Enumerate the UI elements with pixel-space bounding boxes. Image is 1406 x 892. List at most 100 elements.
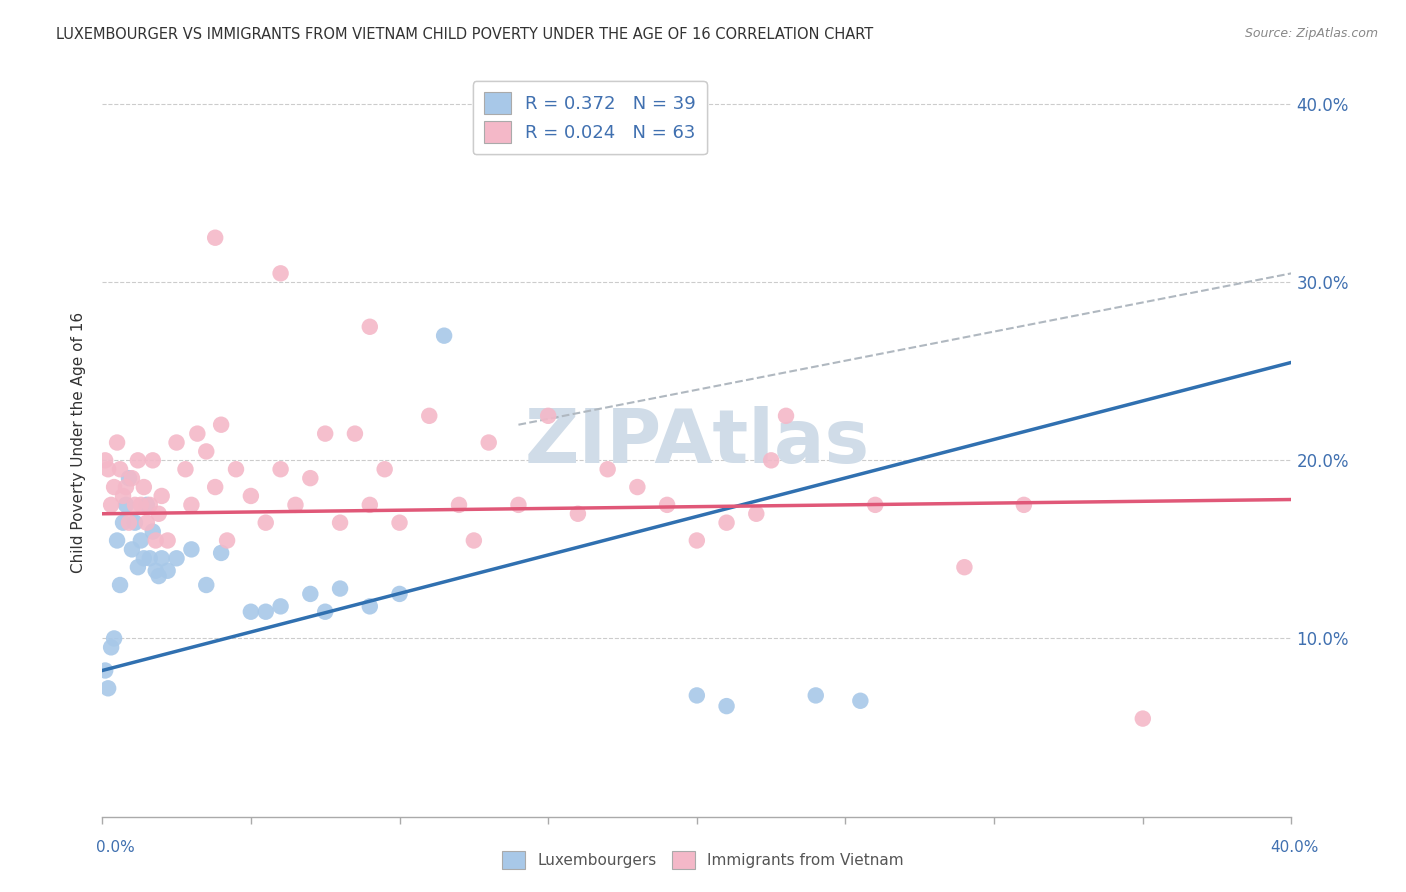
Point — [270, 266, 292, 280]
Text: 0.0%: 0.0% — [96, 840, 135, 855]
Point — [686, 533, 709, 548]
Point — [103, 480, 125, 494]
Point — [478, 435, 501, 450]
Point — [132, 551, 155, 566]
Point — [100, 498, 122, 512]
Point — [97, 462, 120, 476]
Point — [127, 560, 149, 574]
Point — [105, 435, 128, 450]
Point — [716, 699, 738, 714]
Point — [156, 533, 179, 548]
Point — [180, 498, 202, 512]
Point — [129, 498, 152, 512]
Point — [508, 498, 530, 512]
Legend: R = 0.372   N = 39, R = 0.024   N = 63: R = 0.372 N = 39, R = 0.024 N = 63 — [472, 81, 707, 154]
Point — [94, 664, 117, 678]
Point — [804, 689, 827, 703]
Point — [94, 453, 117, 467]
Point — [1012, 498, 1035, 512]
Point — [254, 516, 277, 530]
Point — [127, 453, 149, 467]
Point — [148, 569, 170, 583]
Point — [105, 533, 128, 548]
Point — [314, 426, 336, 441]
Point — [142, 524, 165, 539]
Point — [195, 578, 218, 592]
Point — [97, 681, 120, 696]
Point — [204, 480, 226, 494]
Point — [225, 462, 247, 476]
Point — [418, 409, 440, 423]
Legend: Luxembourgers, Immigrants from Vietnam: Luxembourgers, Immigrants from Vietnam — [496, 845, 910, 875]
Point — [100, 640, 122, 655]
Point — [299, 587, 322, 601]
Point — [433, 328, 456, 343]
Point — [284, 498, 307, 512]
Point — [139, 551, 162, 566]
Point — [108, 578, 131, 592]
Point — [124, 498, 146, 512]
Point — [537, 409, 560, 423]
Point — [132, 480, 155, 494]
Y-axis label: Child Poverty Under the Age of 16: Child Poverty Under the Age of 16 — [72, 312, 86, 573]
Point — [270, 599, 292, 614]
Point — [775, 409, 797, 423]
Point — [447, 498, 470, 512]
Point — [145, 564, 167, 578]
Point — [849, 694, 872, 708]
Point — [103, 632, 125, 646]
Point — [209, 546, 232, 560]
Point — [299, 471, 322, 485]
Point — [118, 516, 141, 530]
Point — [145, 533, 167, 548]
Point — [135, 516, 157, 530]
Point — [209, 417, 232, 432]
Point — [166, 435, 188, 450]
Point — [567, 507, 589, 521]
Point — [148, 507, 170, 521]
Point — [388, 587, 411, 601]
Point — [195, 444, 218, 458]
Text: Source: ZipAtlas.com: Source: ZipAtlas.com — [1244, 27, 1378, 40]
Text: ZIPAtlas: ZIPAtlas — [524, 406, 869, 479]
Point — [374, 462, 396, 476]
Point — [343, 426, 366, 441]
Point — [716, 516, 738, 530]
Point — [314, 605, 336, 619]
Point — [108, 462, 131, 476]
Point — [124, 516, 146, 530]
Point — [150, 489, 173, 503]
Point — [567, 133, 589, 147]
Point — [626, 480, 648, 494]
Point — [129, 533, 152, 548]
Point — [111, 489, 134, 503]
Point — [953, 560, 976, 574]
Point — [139, 498, 162, 512]
Point — [863, 498, 886, 512]
Point — [759, 453, 782, 467]
Point — [156, 564, 179, 578]
Point — [121, 542, 143, 557]
Point — [204, 230, 226, 244]
Point — [463, 533, 485, 548]
Point — [388, 516, 411, 530]
Point — [121, 471, 143, 485]
Point — [166, 551, 188, 566]
Point — [180, 542, 202, 557]
Point — [270, 462, 292, 476]
Point — [745, 507, 768, 521]
Point — [115, 480, 138, 494]
Point — [239, 605, 262, 619]
Text: 40.0%: 40.0% — [1271, 840, 1319, 855]
Point — [239, 489, 262, 503]
Point — [359, 498, 381, 512]
Point — [359, 319, 381, 334]
Point — [1132, 712, 1154, 726]
Point — [329, 516, 352, 530]
Text: LUXEMBOURGER VS IMMIGRANTS FROM VIETNAM CHILD POVERTY UNDER THE AGE OF 16 CORREL: LUXEMBOURGER VS IMMIGRANTS FROM VIETNAM … — [56, 27, 873, 42]
Point — [111, 516, 134, 530]
Point — [655, 498, 678, 512]
Point — [115, 498, 138, 512]
Point — [359, 599, 381, 614]
Point — [142, 453, 165, 467]
